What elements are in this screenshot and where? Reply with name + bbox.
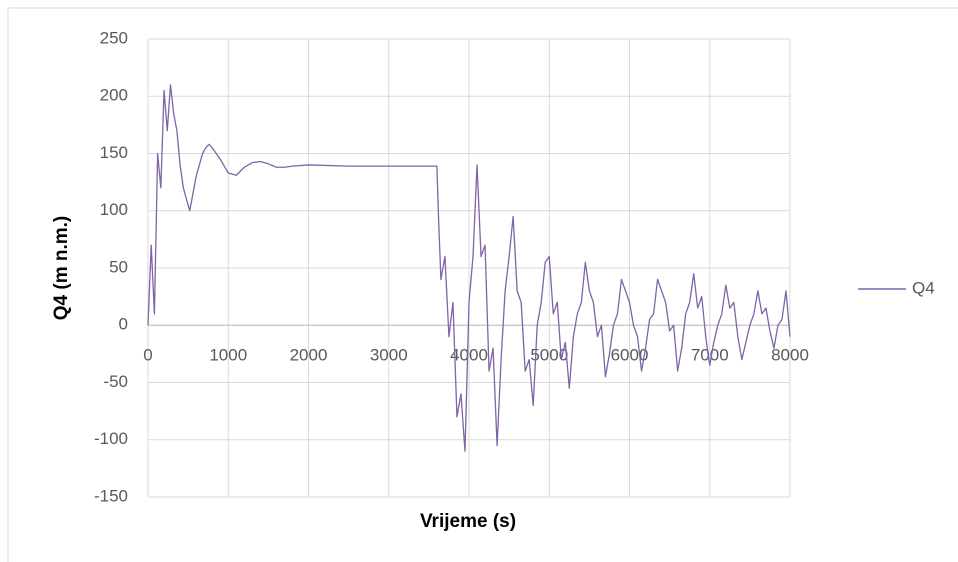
y-tick-label: -100 bbox=[94, 429, 128, 448]
y-tick-label: 50 bbox=[109, 257, 128, 276]
y-tick-label: -50 bbox=[103, 372, 128, 391]
x-tick-label: 1000 bbox=[209, 346, 247, 365]
x-tick-label: 0 bbox=[143, 346, 152, 365]
x-axis-title: Vrijeme (s) bbox=[420, 511, 516, 532]
y-tick-label: 200 bbox=[100, 86, 128, 105]
y-tick-label: -150 bbox=[94, 486, 128, 505]
x-tick-label: 7000 bbox=[691, 346, 729, 365]
x-tick-label: 3000 bbox=[370, 346, 408, 365]
y-tick-label: 0 bbox=[119, 315, 128, 334]
y-tick-label: 100 bbox=[100, 200, 128, 219]
y-axis-title: Q4 (m n.m.) bbox=[51, 216, 72, 321]
x-tick-label: 8000 bbox=[771, 346, 809, 365]
legend-label: Q4 bbox=[912, 278, 935, 297]
x-tick-label: 5000 bbox=[530, 346, 568, 365]
x-tick-label: 2000 bbox=[290, 346, 328, 365]
series-line bbox=[147, 84, 791, 452]
y-tick-label: 150 bbox=[100, 143, 128, 162]
x-tick-label: 4000 bbox=[450, 346, 488, 365]
y-tick-label: 250 bbox=[100, 28, 128, 47]
